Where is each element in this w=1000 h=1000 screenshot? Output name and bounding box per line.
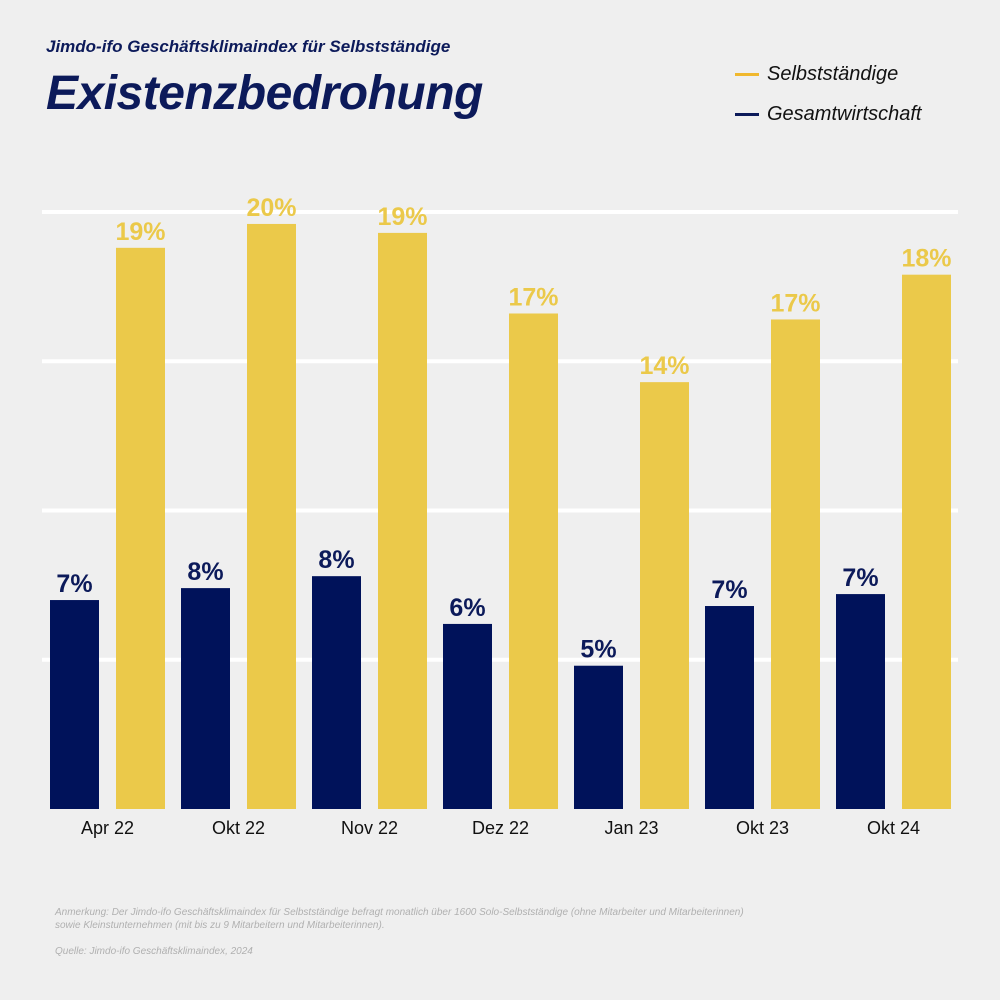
source-note: Quelle: Jimdo-ifo Geschäftsklimaindex, 2… bbox=[55, 946, 253, 957]
legend-item-gesamtwirtschaft: Gesamtwirtschaft bbox=[735, 94, 921, 134]
bar-selbststaendige bbox=[247, 223, 296, 809]
data-label-selbststaendige: 14% bbox=[639, 352, 689, 380]
data-label-gesamtwirtschaft: 6% bbox=[449, 594, 485, 622]
x-tick-label: Okt 24 bbox=[867, 818, 920, 838]
bar-selbststaendige bbox=[116, 247, 165, 809]
legend: Selbstständige Gesamtwirtschaft bbox=[735, 54, 921, 134]
legend-swatch-gesamtwirtschaft bbox=[735, 112, 759, 116]
data-label-gesamtwirtschaft: 7% bbox=[56, 570, 92, 598]
data-label-gesamtwirtschaft: 8% bbox=[318, 546, 354, 574]
bar-gesamtwirtschaft bbox=[836, 594, 885, 809]
data-label-selbststaendige: 18% bbox=[901, 245, 951, 273]
data-label-selbststaendige: 19% bbox=[377, 203, 427, 231]
data-label-selbststaendige: 17% bbox=[770, 289, 820, 317]
bar-selbststaendige bbox=[771, 319, 820, 809]
bar-gesamtwirtschaft bbox=[574, 665, 623, 809]
x-tick-label: Nov 22 bbox=[341, 818, 398, 838]
bar-gesamtwirtschaft bbox=[705, 606, 754, 809]
legend-label-selbststaendige: Selbstständige bbox=[767, 62, 899, 85]
bar-selbststaendige bbox=[640, 382, 689, 809]
data-label-gesamtwirtschaft: 7% bbox=[842, 564, 878, 592]
chart-title: Existenzbedrohung bbox=[46, 67, 483, 120]
x-tick-label: Okt 22 bbox=[212, 818, 265, 838]
bar-selbststaendige bbox=[509, 313, 558, 809]
data-label-selbststaendige: 17% bbox=[508, 283, 558, 311]
bar-gesamtwirtschaft bbox=[181, 588, 230, 809]
bar-selbststaendige bbox=[378, 232, 427, 809]
x-tick-label: Okt 23 bbox=[736, 818, 789, 838]
bar-selbststaendige bbox=[902, 274, 951, 809]
bar-gesamtwirtschaft bbox=[312, 576, 361, 809]
chart-subtitle: Jimdo-ifo Geschäftsklimaindex für Selbst… bbox=[46, 37, 451, 56]
bar-gesamtwirtschaft bbox=[443, 623, 492, 809]
legend-label-gesamtwirtschaft: Gesamtwirtschaft bbox=[767, 102, 922, 125]
x-tick-label: Apr 22 bbox=[81, 818, 134, 838]
data-label-gesamtwirtschaft: 8% bbox=[187, 558, 223, 586]
data-label-gesamtwirtschaft: 7% bbox=[711, 576, 747, 604]
legend-swatch-selbststaendige bbox=[735, 72, 759, 76]
x-tick-label: Dez 22 bbox=[472, 818, 529, 838]
bar-gesamtwirtschaft bbox=[50, 600, 99, 809]
data-label-selbststaendige: 20% bbox=[246, 194, 296, 222]
x-tick-label: Jan 23 bbox=[604, 818, 658, 838]
data-label-selbststaendige: 19% bbox=[115, 218, 165, 246]
legend-item-selbststaendige: Selbstständige bbox=[735, 54, 921, 94]
data-label-gesamtwirtschaft: 5% bbox=[580, 636, 616, 664]
footnote: Anmerkung: Der Jimdo-ifo Geschäftsklimai… bbox=[55, 907, 744, 931]
